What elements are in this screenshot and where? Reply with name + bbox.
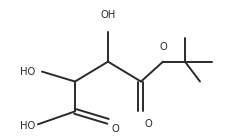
Text: HO: HO	[20, 121, 35, 131]
Text: OH: OH	[100, 10, 115, 20]
Text: O: O	[144, 119, 152, 129]
Text: O: O	[111, 124, 119, 134]
Text: HO: HO	[20, 67, 35, 77]
Text: O: O	[158, 42, 166, 52]
